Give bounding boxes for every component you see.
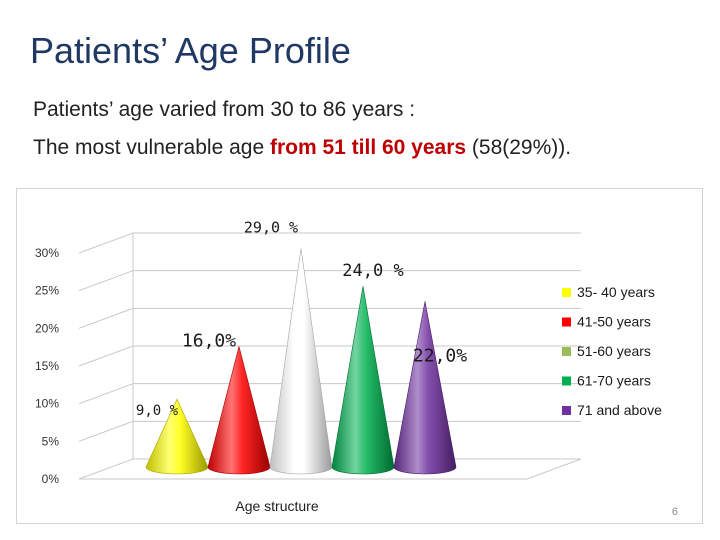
- chart-frame: 0% 5% 10% 15% 20% 25% 30% 9,0 % 16,0% 29,0 % 24,0 …: [16, 188, 703, 524]
- legend-label: 71 and above: [577, 402, 662, 418]
- legend-label: 35- 40 years: [577, 284, 655, 300]
- legend-label: 41-50 years: [577, 314, 651, 330]
- y-tick-label: 25%: [35, 284, 59, 298]
- gridline-wall: [78, 345, 134, 367]
- y-tick-label: 0%: [42, 472, 60, 486]
- legend-label: 51-60 years: [577, 343, 651, 359]
- data-label: 29,0 %: [244, 219, 298, 237]
- legend-swatch: [562, 406, 571, 415]
- cone-bar: [331, 286, 395, 475]
- vulnerable-age-line: The most vulnerable age from 51 till 60 …: [33, 136, 571, 160]
- legend-swatch: [562, 317, 571, 327]
- y-tick-label: 5%: [42, 434, 60, 448]
- gridline-wall: [78, 458, 134, 480]
- slide-title: Patients’ Age Profile: [30, 30, 351, 71]
- y-tick-label: 10%: [35, 397, 59, 411]
- age-structure-chart: 0% 5% 10% 15% 20% 25% 30% 9,0 % 16,0% 29,0 % 24,0 …: [35, 219, 662, 514]
- cone-bar: [269, 248, 333, 475]
- data-label: 22,0%: [413, 345, 467, 366]
- legend-swatch: [562, 376, 571, 386]
- data-label: 16,0%: [182, 330, 236, 351]
- cone-bar: [207, 346, 271, 475]
- gridline-wall: [78, 307, 134, 329]
- y-tick-label: 20%: [35, 321, 59, 335]
- gridline-wall: [78, 420, 134, 442]
- gridline-wall: [78, 383, 134, 405]
- floor-edge: [79, 458, 582, 480]
- intro-line: Patients’ age varied from 30 to 86 years…: [33, 98, 416, 121]
- x-axis-label: Age structure: [235, 498, 318, 514]
- data-label: 9,0 %: [136, 403, 179, 419]
- legend-swatch: [562, 288, 571, 297]
- legend-label: 61-70 years: [577, 373, 651, 389]
- legend-swatch: [562, 347, 571, 356]
- cone-bar: [393, 301, 457, 475]
- gridline-wall: [78, 270, 134, 292]
- vulnerable-age-suffix: (58(29%)).: [466, 136, 572, 159]
- y-tick-label: 30%: [35, 246, 59, 260]
- cone-bar: [145, 398, 209, 475]
- data-label: 24,0 %: [342, 261, 403, 281]
- vulnerable-age-prefix: The most vulnerable age: [33, 136, 270, 159]
- y-tick-label: 15%: [35, 359, 59, 373]
- slide-number: 6: [671, 506, 678, 518]
- vulnerable-age-highlight: from 51 till 60 years: [269, 136, 467, 159]
- gridline-wall: [78, 232, 134, 254]
